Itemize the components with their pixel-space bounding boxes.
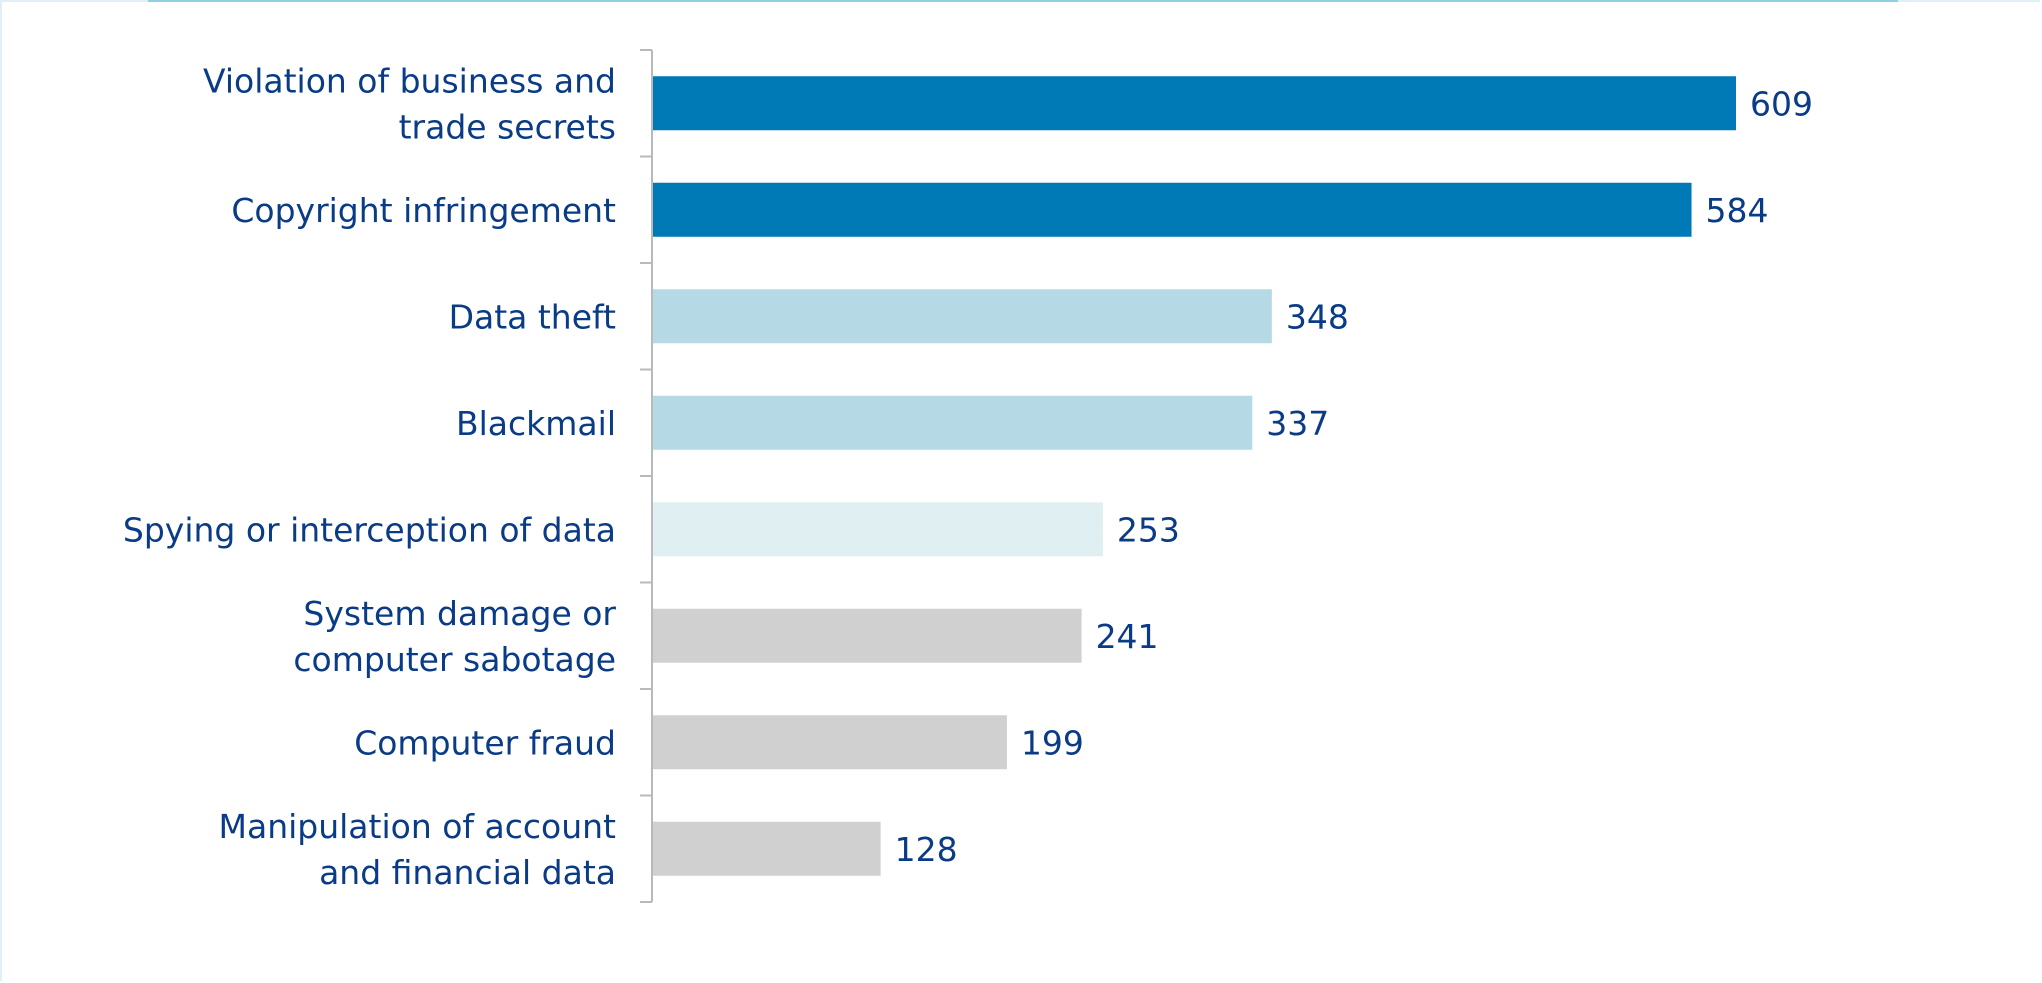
category-label: Violation of business and trade secrets <box>203 61 616 146</box>
bar <box>653 182 1692 237</box>
category-label-line: and financial data <box>319 853 616 892</box>
category-labels: Violation of business and trade secrets Co… <box>123 61 617 892</box>
category-label-line: System damage or <box>303 594 616 633</box>
value-label: 128 <box>895 830 958 869</box>
bar <box>653 608 1082 663</box>
bar <box>653 821 881 876</box>
bar <box>653 289 1272 344</box>
value-label: 199 <box>1021 723 1084 762</box>
category-label: Data theft <box>449 297 616 336</box>
value-label: 241 <box>1096 617 1159 656</box>
category-label: Blackmail <box>456 404 616 443</box>
category-label-line: Data theft <box>449 297 616 336</box>
bars <box>653 76 1736 876</box>
category-label: Computer fraud <box>354 723 616 762</box>
category-label-line: Spying or interception of data <box>123 510 616 549</box>
category-label: Manipulation of account and financial dat… <box>219 807 617 892</box>
category-axis <box>640 49 653 903</box>
category-label-line: Computer fraud <box>354 723 616 762</box>
bar <box>653 715 1007 770</box>
category-label: Spying or interception of data <box>123 510 616 549</box>
category-label-line: trade secrets <box>399 107 616 146</box>
category-label: Copyright infringement <box>231 191 616 230</box>
top-accent-line <box>148 0 1898 2</box>
value-label: 348 <box>1286 297 1349 336</box>
value-label: 609 <box>1750 84 1813 123</box>
bar <box>653 76 1736 131</box>
category-label-line: Violation of business and <box>203 61 616 100</box>
value-label: 584 <box>1706 191 1769 230</box>
category-label-line: Copyright infringement <box>231 191 616 230</box>
category-label-line: computer sabotage <box>293 640 616 679</box>
value-label: 337 <box>1266 404 1329 443</box>
category-label-line: Blackmail <box>456 404 616 443</box>
bar <box>653 395 1253 450</box>
value-labels: 609 584 348 337 253 241 199 128 <box>895 84 1813 869</box>
category-label-line: Manipulation of account <box>219 807 617 846</box>
category-label: System damage or computer sabotage <box>293 594 616 679</box>
value-label: 253 <box>1117 510 1180 549</box>
bar <box>653 502 1103 557</box>
